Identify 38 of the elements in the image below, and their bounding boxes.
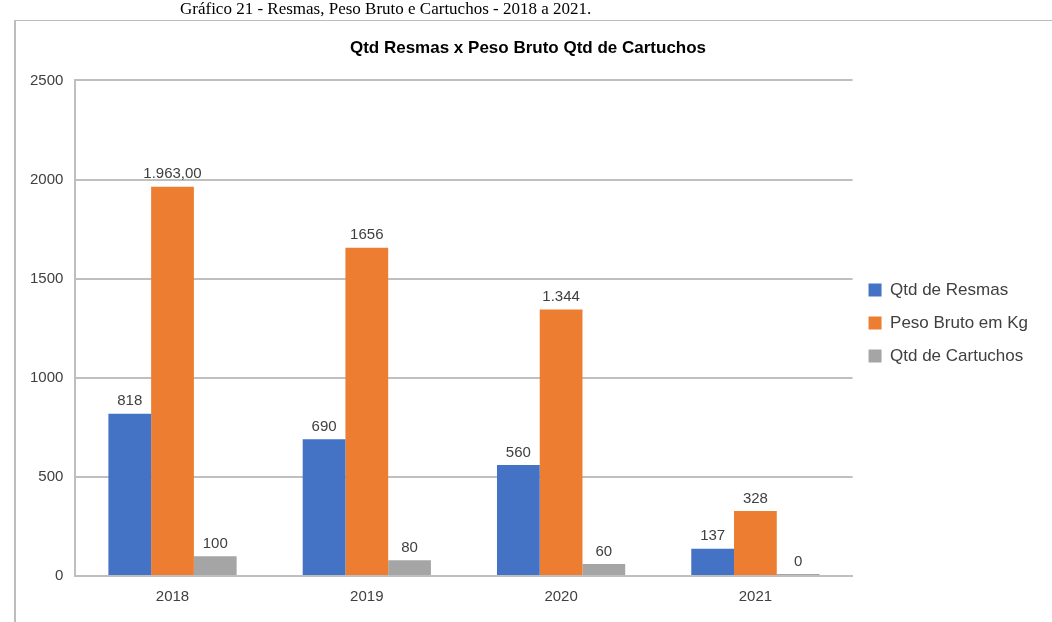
x-tick-label: 2020 [544,587,578,605]
legend-label: Qtd de Resmas [890,279,1009,299]
bar [539,309,583,575]
text: Gráfico 21 - Resmas, Peso Bruto e Cartuchos - 2018 a 2021. [180,0,592,18]
data-label: 137 [700,526,726,544]
y-tick-label: 2000 [29,169,64,187]
chart-title: Qtd Resmas x Peso Bruto Qtd de Cartuchos [349,37,707,57]
data-label: 80 [401,537,418,555]
bar [108,413,152,575]
bar [691,548,735,575]
data-label: 818 [117,391,143,409]
bar [388,560,431,575]
y-tick-label: 500 [38,467,64,485]
legend-label: Qtd de Cartuchos [890,345,1024,365]
bar [193,556,237,575]
data-label: 0 [793,551,803,569]
data-label: 1.963,00 [143,164,202,182]
bar [496,464,540,575]
x-tick-label: 2021 [738,587,773,605]
data-label: 60 [595,541,613,559]
y-tick-label: 2500 [29,70,64,88]
data-label: 1656 [350,225,384,243]
bar [302,439,346,575]
data-label: 690 [311,416,337,434]
bar [151,186,194,575]
data-label: 100 [202,533,228,551]
x-tick-label: 2019 [350,587,384,605]
data-label: 328 [742,488,768,506]
data-label: 560 [505,442,531,460]
y-tick-label: 1000 [29,367,64,385]
legend-label: Peso Bruto em Kg [890,312,1029,332]
x-tick-label: 2018 [155,587,190,605]
y-tick-label: 1500 [29,268,64,286]
data-label: 1.344 [542,287,580,305]
bar [734,510,777,575]
bar [582,564,626,575]
bar [345,247,389,575]
y-tick-label: 0 [55,566,64,584]
